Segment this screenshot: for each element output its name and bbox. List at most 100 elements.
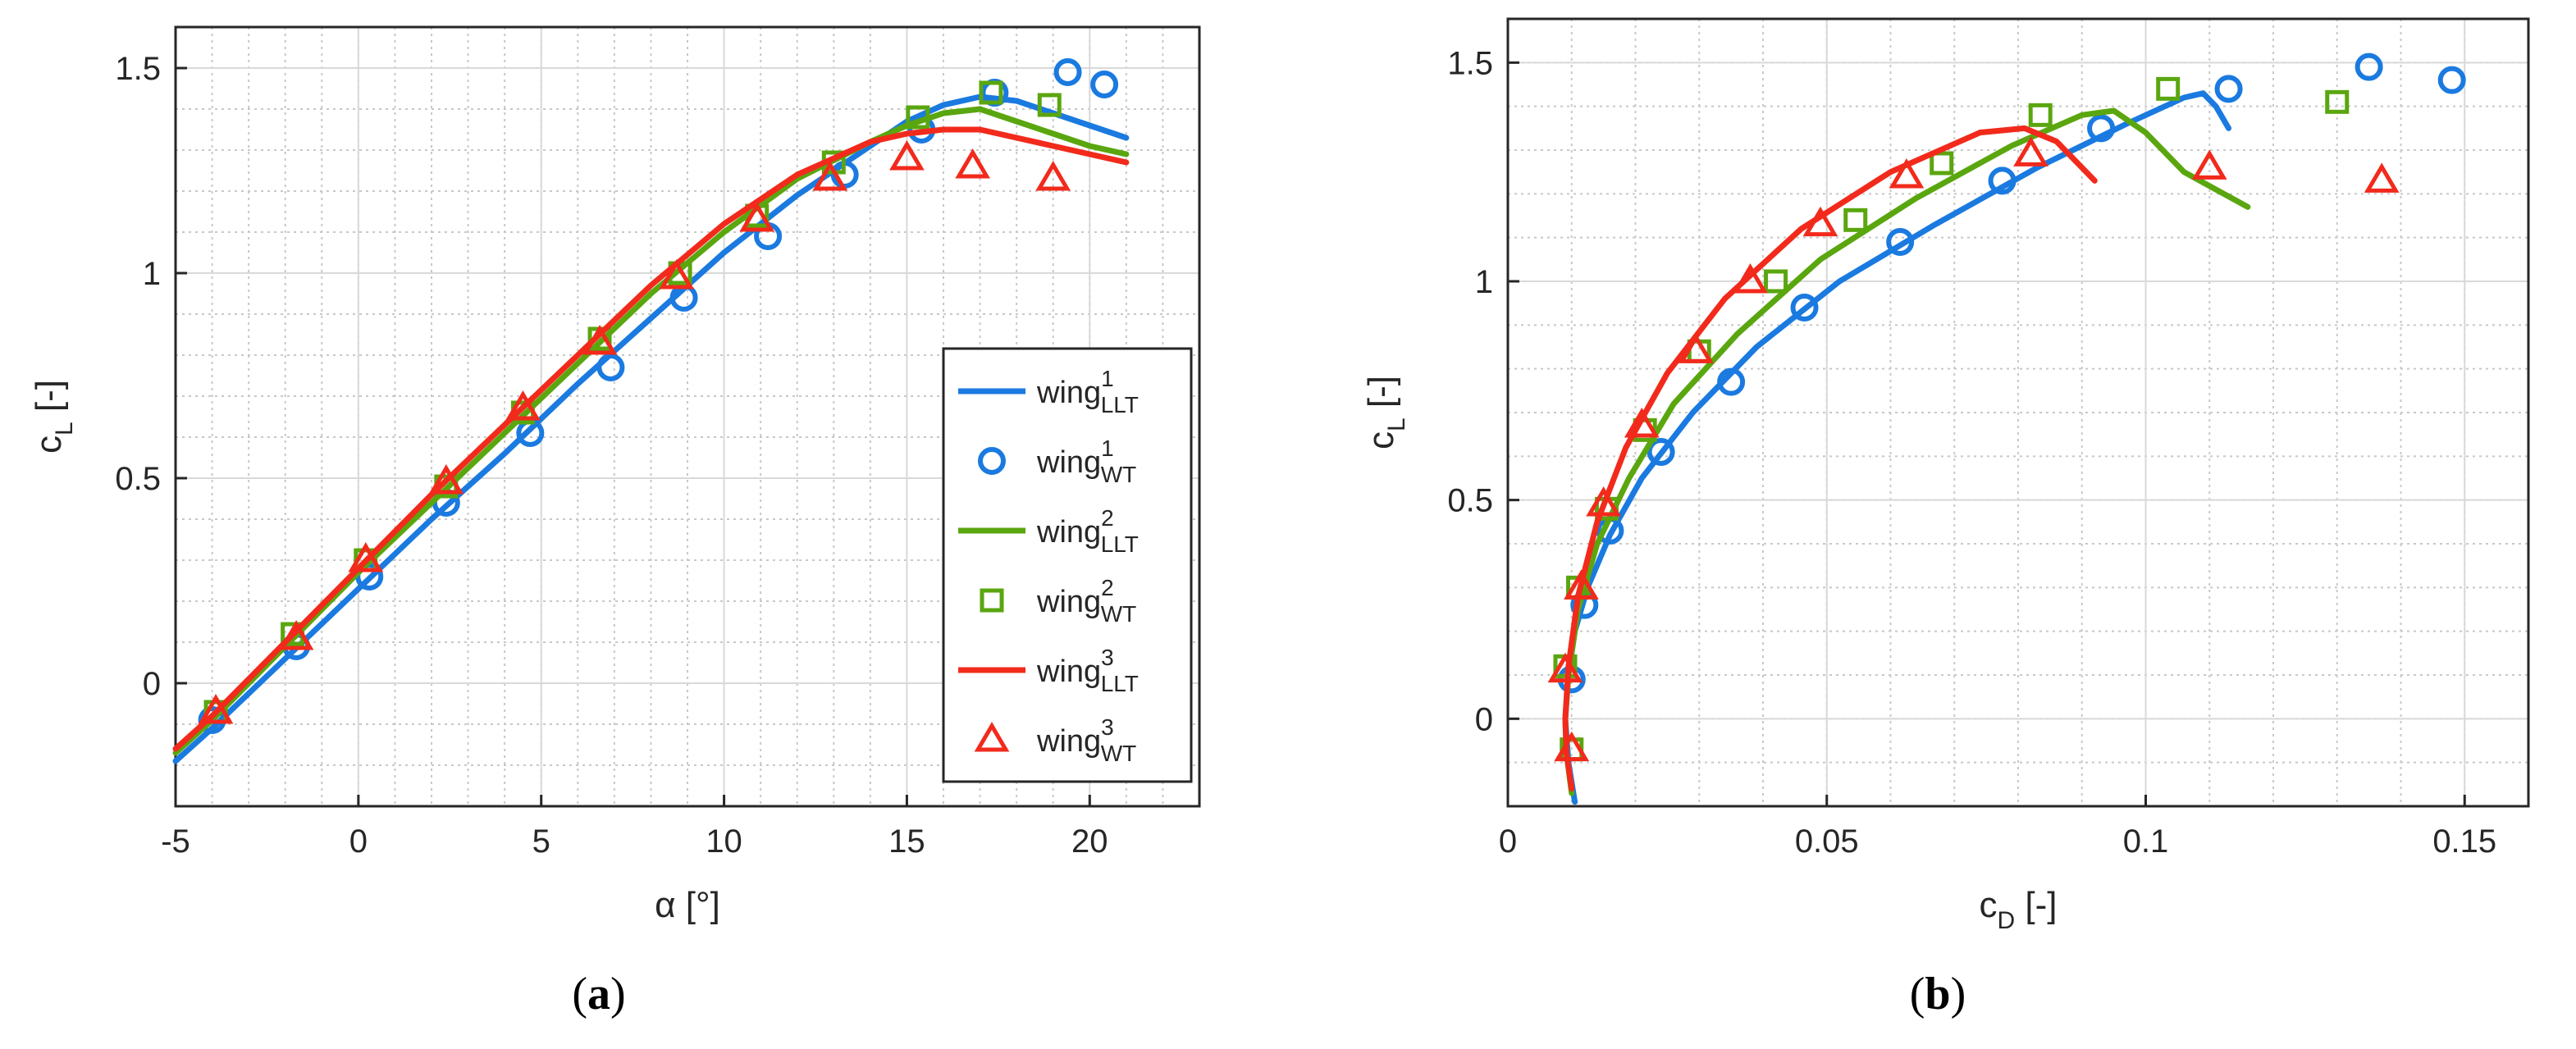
y-axis-label-unit: [-] <box>1361 376 1401 417</box>
legend-label-sup: 1 <box>1101 366 1114 391</box>
data-point-triangle <box>1624 408 1660 438</box>
legend-entry: wing2 WT <box>980 575 1136 627</box>
x-axis-label: α [°] <box>655 885 720 925</box>
data-point-triangle <box>1889 158 1925 189</box>
x-tick-label: 0.15 <box>2432 823 2496 860</box>
y-tick-label: 1.5 <box>115 51 161 87</box>
legend-label-name: wing <box>1036 585 1101 619</box>
legend-box <box>942 347 1193 783</box>
legend-label: wing3 LLT <box>1036 645 1139 696</box>
data-point-triangle <box>2013 136 2048 166</box>
data-point-circle <box>2087 114 2116 143</box>
y-axis-label-sub: L <box>1383 417 1410 431</box>
data-point-triangle <box>278 620 314 650</box>
legend-label-sup: 3 <box>1101 714 1114 740</box>
x-axis-label: cD [-] <box>1980 885 2058 934</box>
data-point-square <box>2325 89 2350 114</box>
y-axis-label-main: c <box>29 436 69 454</box>
legend-entry: wing3 WT <box>974 714 1137 766</box>
x-tick-label: 10 <box>706 823 742 860</box>
x-tick-label: 0.1 <box>2123 823 2169 860</box>
legend-label-name: wing <box>1036 445 1101 480</box>
data-point-triangle <box>955 148 991 179</box>
series-wing3-WT <box>198 140 1071 724</box>
y-tick-label: 1 <box>1475 264 1493 300</box>
legend-marker-swatch <box>980 588 1004 613</box>
data-point-square <box>979 80 1003 105</box>
data-point-triangle <box>2364 162 2400 193</box>
y-tick-label: 1 <box>143 256 161 292</box>
legend-entry: wing3 LLT <box>958 645 1139 696</box>
data-point-circle <box>1717 367 1746 396</box>
data-point-triangle <box>2191 149 2227 180</box>
legend-label-sub: WT <box>1101 741 1137 766</box>
panel-label-close: ) <box>610 969 626 1019</box>
series-line <box>172 126 1130 752</box>
data-point-circle <box>2437 66 2466 94</box>
y-tick-label: 1.5 <box>1447 45 1493 81</box>
y-tick-label: 0 <box>143 666 161 702</box>
legend-label-name: wing <box>1036 515 1101 550</box>
data-point-triangle <box>812 161 848 191</box>
x-axis-label-main: α [°] <box>655 885 720 925</box>
data-point-triangle <box>1547 652 1583 683</box>
data-point-triangle <box>582 325 618 355</box>
data-point-triangle <box>739 202 775 232</box>
data-point-square <box>906 105 930 130</box>
y-axis-label-unit: [-] <box>29 380 69 422</box>
data-point-square <box>1037 93 1062 117</box>
legend-label-sub: LLT <box>1101 392 1139 417</box>
data-point-triangle <box>1802 206 1838 237</box>
data-point-circle <box>2354 52 2383 81</box>
legend-label: wing1 LLT <box>1036 366 1139 417</box>
data-point-triangle <box>889 140 925 171</box>
legend-label-sub: LLT <box>1101 671 1139 696</box>
data-point-square <box>1930 151 1954 176</box>
series-wing1-WT <box>1557 52 2466 694</box>
legend-marker-swatch <box>978 447 1006 475</box>
legend-entry: wing2 LLT <box>958 505 1139 557</box>
x-tick-label: 0 <box>1499 823 1517 860</box>
data-point-triangle <box>1678 333 1714 363</box>
data-point-circle <box>1053 58 1082 86</box>
x-tick-label: 0 <box>349 823 368 860</box>
legend-label-sup: 3 <box>1101 645 1114 670</box>
series-wing3-WT <box>1547 136 2400 762</box>
legend-entry: wing1 WT <box>978 436 1136 487</box>
legend-label: wing1 WT <box>1036 436 1136 487</box>
data-point-triangle <box>428 464 464 495</box>
data-point-circle <box>1790 294 1819 322</box>
data-point-square <box>2156 76 2181 101</box>
data-point-triangle <box>505 390 541 421</box>
y-axis-label-main: c <box>1361 431 1401 449</box>
y-tick-label: 0 <box>1475 701 1493 737</box>
data-point-circle <box>1647 438 1675 466</box>
legend-label: wing2 LLT <box>1036 505 1139 557</box>
series-line <box>1562 90 2232 805</box>
legend-entry: wing1 LLT <box>958 366 1139 417</box>
legend-label-sup: 2 <box>1101 575 1114 600</box>
data-point-square <box>2028 103 2053 127</box>
y-tick-label: 0.5 <box>115 461 161 497</box>
x-tick-label: -5 <box>161 823 190 860</box>
data-point-circle <box>1988 166 2016 195</box>
data-point-triangle <box>1564 569 1599 600</box>
panel-label-open: ( <box>572 969 587 1019</box>
x-axis-label-unit: [-] <box>2015 885 2057 925</box>
panel-label: (b) <box>1910 969 1966 1019</box>
x-tick-label: 0.05 <box>1795 823 1859 860</box>
data-point-triangle <box>348 542 384 572</box>
data-point-circle <box>1886 228 1915 256</box>
data-point-triangle <box>1586 486 1621 517</box>
legend-label-sub: WT <box>1101 462 1137 487</box>
panel-label-open: ( <box>1910 969 1925 1019</box>
x-axis-label-sub: D <box>1998 907 2016 934</box>
data-point-square <box>1843 208 1868 232</box>
legend-label-sup: 1 <box>1101 436 1114 461</box>
x-tick-label: 15 <box>888 823 925 860</box>
data-point-triangle <box>198 694 234 724</box>
legend-label-sup: 2 <box>1101 505 1114 531</box>
